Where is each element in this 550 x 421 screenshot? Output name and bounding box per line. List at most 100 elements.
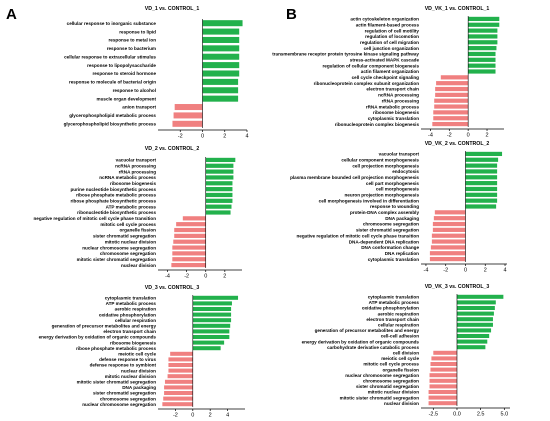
category-label: mitotic sister chromatid segregation (77, 380, 157, 385)
category-label: transmembrane receptor protein tyrosine … (272, 52, 419, 57)
bar (465, 198, 498, 203)
x-tick-label: 2 (223, 274, 226, 280)
category-label: ATP metabolic process (369, 300, 420, 305)
category-label: mitotic nuclear division (105, 239, 157, 244)
category-label: carbohydrate derivative catabolic proces… (327, 345, 419, 350)
bar (433, 110, 469, 115)
category-label: cell projection morphogenesis (352, 163, 419, 168)
category-label: response to lipopolysaccharide (87, 63, 156, 68)
category-label: meiotic cell cycle (381, 356, 419, 361)
chart-title: VD_3 vs. CONTROL_3 (145, 285, 200, 291)
category-label: ribonucleotide biosynthetic process (77, 210, 156, 215)
bar (431, 356, 457, 361)
category-label: nuclear chromosome segregation (82, 402, 156, 407)
bar (174, 227, 206, 233)
bar (182, 216, 206, 221)
bar (171, 262, 206, 268)
category-label: DNA packaging (385, 216, 419, 221)
bar (468, 34, 498, 39)
bar (468, 16, 500, 22)
category-label: ribosome biogenesis (373, 110, 419, 115)
category-label: purine nucleotide biosynthetic process (70, 187, 156, 192)
x-tick-label: 2 (485, 133, 488, 139)
bar (172, 257, 206, 262)
category-label: defense response to virus (99, 357, 156, 362)
bar (465, 175, 498, 180)
category-label: energy derivation by oxidation of organi… (39, 335, 157, 340)
bar (440, 75, 469, 80)
bar (456, 305, 495, 311)
bar (433, 116, 469, 121)
chart-panel: VD_3 vs. CONTROL_3 cytoplasmic translatio… (39, 285, 245, 419)
category-label: glycerophospholipid metabolic process (69, 113, 156, 118)
category-label: cytoplasmic translation (105, 296, 157, 301)
bar (465, 204, 497, 209)
bar (202, 87, 239, 94)
x-tick-label: 0 (467, 133, 470, 139)
bar (468, 46, 497, 51)
bar (205, 169, 234, 174)
panel-label-a: A (6, 6, 17, 23)
category-label: regulation of cell migration (360, 40, 419, 45)
bar (205, 163, 234, 168)
chart-panels: VD_1 vs. CONTROL_1 cellular response to i… (33, 6, 510, 419)
bar (434, 104, 469, 109)
bar (456, 294, 504, 299)
bar (170, 351, 193, 356)
category-label: sister chromatid segregation (356, 384, 419, 389)
chart-panel: VD_VK_3 vs. CONTROL_3 cytoplasmic transla… (302, 284, 510, 418)
x-tick-label: 0 (191, 413, 194, 419)
category-label: endocytosis (392, 169, 419, 174)
category-label: ribosome biogenesis (110, 340, 156, 345)
bar (436, 81, 469, 86)
category-label: cell morphogenesis involved in different… (319, 198, 420, 203)
x-tick-label: -2 (443, 268, 448, 274)
bar (202, 36, 240, 43)
bar (432, 121, 469, 127)
category-label: actin cytoskeleton organization (350, 17, 419, 22)
bar (456, 322, 493, 327)
category-label: chromosome segregation (363, 222, 419, 227)
category-label: chromosome segregation (100, 396, 156, 401)
bar (429, 378, 457, 383)
x-tick-label: 4 (245, 134, 248, 140)
category-label: regulation of locomotion (365, 34, 419, 39)
category-label: meiotic cell cycle (118, 352, 156, 357)
x-tick-label: -4 (165, 274, 170, 280)
bar (192, 323, 231, 328)
bar (192, 340, 225, 345)
chart-panel: VD_1 vs. CONTROL_1 cellular response to i… (64, 6, 249, 140)
category-label: cytoplasmic translation (368, 116, 420, 121)
bar (428, 395, 457, 400)
category-label: cell morphogenesis (376, 187, 420, 192)
category-label: nuclear division (121, 263, 156, 268)
bar (192, 318, 232, 323)
category-label: regulation of cellular component biogene… (323, 63, 420, 68)
category-label: ncRNA processing (378, 93, 419, 98)
bar (456, 345, 486, 350)
category-label: rRNA processing (119, 169, 157, 174)
bar (456, 328, 492, 333)
bar (435, 86, 469, 92)
bar (468, 57, 496, 62)
bar (205, 204, 232, 209)
category-label: ncRNA processing (115, 163, 156, 168)
category-label: aerobic respiration (378, 311, 420, 316)
category-label: oxidative phosphorylation (99, 312, 156, 317)
bar (468, 63, 496, 68)
bar (205, 175, 234, 180)
category-label: muscle organ development (97, 96, 157, 101)
category-label: cytoplasmic translation (368, 257, 420, 262)
category-label: rRNA metabolic process (366, 104, 420, 109)
chart-title: VD_VK_1 vs. CONTROL_1 (425, 6, 490, 12)
category-label: protein-DNA complex assembly (350, 210, 419, 215)
category-label: nuclear division (384, 401, 419, 406)
category-label: actin filament organization (361, 69, 419, 74)
category-label: cytoplasmic translation (368, 295, 420, 300)
category-label: sister chromatid segregation (93, 391, 156, 396)
category-label: cellular response to inorganic substance (67, 21, 157, 26)
x-tick-label: 2 (209, 413, 212, 419)
category-label: nuclear chromosome segregation (345, 373, 419, 378)
